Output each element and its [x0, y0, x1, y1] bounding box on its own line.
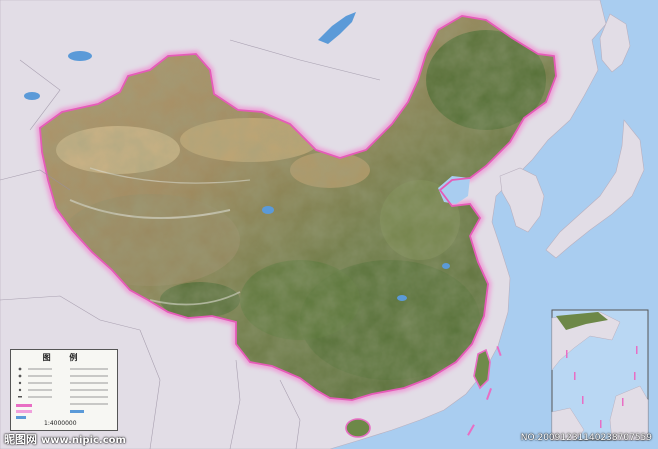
legend-scale: 1:4000000	[44, 420, 77, 427]
watermark-brand: 昵图网	[4, 433, 37, 446]
hainan-island	[345, 418, 371, 438]
watermark-url: www.nipic.com	[41, 435, 126, 446]
watermark-left: 昵图网 www.nipic.com	[4, 431, 126, 447]
island-markers	[467, 345, 502, 436]
neighbor-borders	[0, 39, 381, 449]
watermark-id: NO:20091231140238707559	[520, 433, 652, 443]
korea-peninsula	[499, 167, 545, 233]
baikal-lake	[318, 12, 356, 44]
legend-panel: 图 例	[10, 349, 118, 431]
taiwan-island	[473, 348, 491, 390]
japan-islands	[545, 13, 645, 259]
south-china-sea-inset[interactable]	[551, 309, 649, 441]
balkhash-lake	[68, 51, 92, 61]
issyk-lake	[24, 92, 40, 100]
legend-title: 图 例	[42, 353, 86, 362]
